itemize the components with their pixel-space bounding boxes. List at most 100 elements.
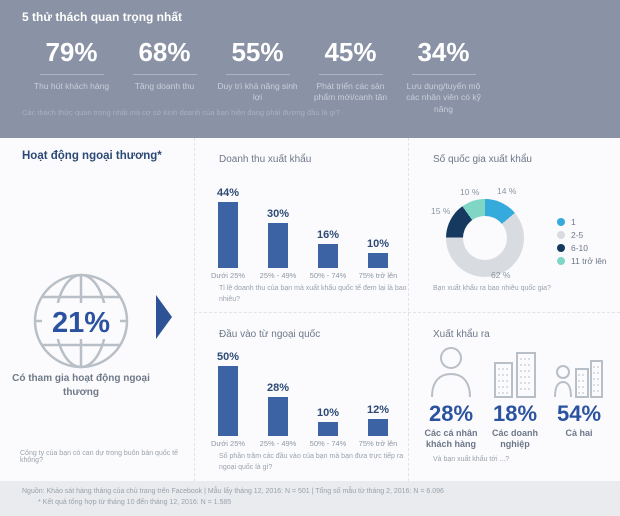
donut-segment-label: 15 %	[431, 206, 451, 216]
bar-column: 50%	[203, 351, 253, 436]
bar-value-label: 30%	[266, 208, 290, 220]
bar-column: 10%	[353, 238, 403, 268]
participation-value: 21%	[52, 307, 110, 339]
bar-chart-categories: Dưới 25% 25% - 49% 50% - 74% 75% trở lên	[203, 439, 403, 448]
stat-divider	[132, 73, 197, 75]
person-building-icon	[553, 345, 605, 399]
bar	[318, 422, 338, 436]
bar	[268, 397, 288, 436]
bar-column: 30%	[253, 208, 303, 268]
bar-category-label: 50% - 74%	[309, 439, 347, 448]
foreign-trade-section: Hoạt động ngoại thương* 21% Có tham gia …	[0, 138, 620, 481]
participation-caption: Công ty của bạn có can dự trong buôn bán…	[20, 450, 179, 464]
donut-legend: 1 2-5 6-10 11 trở lên	[557, 217, 607, 269]
legend-dot	[557, 257, 565, 265]
stat-divider	[225, 73, 290, 75]
export-revenue-chart: Doanh thu xuất khẩu 44% 30% 16% 10% Dưới 25…	[195, 138, 408, 312]
chart-title: Doanh thu xuất khẩu	[219, 154, 312, 165]
export-item-businesses: 18% Các doanh nghiệp	[483, 345, 547, 451]
legend-item: 1	[557, 217, 607, 227]
bar	[318, 244, 338, 268]
legend-label: 1	[571, 217, 576, 227]
chart-caption: Số phần trăm các đầu vào của bạn mà bạn …	[219, 453, 404, 471]
challenge-stat: 79% Thu hút khách hàng	[25, 38, 118, 115]
globe-icon: 21%	[26, 266, 136, 376]
stat-divider	[318, 73, 383, 75]
export-label: Các cá nhân khách hàng	[424, 428, 478, 450]
export-label: Cả hai	[565, 428, 593, 439]
challenge-stat-label: Duy trì khả năng sinh lợi	[217, 80, 298, 103]
legend-dot	[557, 218, 565, 226]
challenge-stat-label: Thu hút khách hàng	[33, 80, 110, 91]
bar-value-label: 12%	[366, 404, 390, 416]
bar-column: 12%	[353, 404, 403, 436]
bar-chart: 50% 28% 10% 12%	[203, 341, 403, 436]
legend-label: 11 trở lên	[571, 256, 607, 266]
source-footer: Nguồn: Khảo sát hàng tháng của chủ trang…	[0, 481, 620, 516]
participation-label: Có tham gia hoạt động ngoại thương	[12, 373, 150, 398]
bar-category-label: 75% trở lên	[358, 439, 398, 448]
chart-title: Đầu vào từ ngoại quốc	[219, 329, 321, 340]
bar-value-label: 10%	[316, 407, 340, 419]
bar-category-label: 25% - 49%	[259, 271, 297, 280]
export-value: 54%	[556, 401, 602, 426]
bar-column: 44%	[203, 187, 253, 268]
chart-caption: Tỉ lệ doanh thu của bạn mà xuất khẩu quố…	[219, 285, 407, 303]
challenge-stat: 45% Phát triển các sản phẩm mới/canh tân	[304, 38, 397, 115]
chart-title: Xuất khẩu ra	[433, 329, 490, 340]
export-value: 18%	[492, 401, 538, 426]
chart-caption: Bạn xuất khẩu ra bao nhiêu quốc gia?	[433, 285, 551, 292]
footer-line2: * Kết quả tổng hợp từ tháng 10 đến tháng…	[38, 498, 232, 506]
export-item-both: 54% Cả hai	[547, 345, 611, 451]
challenge-stat-value: 34%	[417, 37, 470, 67]
challenge-stat-value: 68%	[138, 37, 191, 67]
legend-label: 2-5	[571, 230, 584, 240]
export-item-consumers: 28% Các cá nhân khách hàng	[419, 345, 483, 451]
donut-segment-label: 10 %	[460, 187, 480, 197]
hero-title: 5 thử thách quan trọng nhất	[22, 10, 183, 24]
bar-category-label: Dưới 25%	[210, 271, 246, 280]
challenge-stat: 68% Tăng doanh thu	[118, 38, 211, 115]
bar-category-label: 75% trở lên	[358, 271, 398, 280]
bar-category-label: 50% - 74%	[309, 271, 347, 280]
bar	[368, 253, 388, 268]
challenge-stat-label: Tăng doanh thu	[134, 80, 195, 91]
legend-dot	[557, 244, 565, 252]
export-destinations: Xuất khẩu ra 28% Các cá nhân khách hàng	[409, 313, 620, 481]
legend-item: 11 trở lên	[557, 256, 607, 266]
export-value: 28%	[428, 401, 474, 426]
legend-label: 6-10	[571, 243, 589, 253]
legend-dot	[557, 231, 565, 239]
export-label: Các doanh nghiệp	[491, 428, 538, 450]
export-countries-chart: Số quốc gia xuất khẩu 14 % 62 % 15 % 10 % 1…	[409, 138, 620, 312]
bar	[268, 223, 288, 268]
donut-segment-label: 62 %	[491, 270, 511, 280]
section-title: Hoạt động ngoại thương*	[22, 150, 162, 162]
bar-value-label: 16%	[316, 229, 340, 241]
bar-category-label: 25% - 49%	[259, 439, 297, 448]
bar-column: 28%	[253, 382, 303, 436]
bar	[218, 366, 238, 436]
stat-divider	[411, 73, 476, 75]
bar-category-label: Dưới 25%	[210, 439, 246, 448]
bar-column: 10%	[303, 407, 353, 436]
challenge-stat: 34% Lưu dụng/tuyển mộ các nhân viên có kỹ…	[397, 38, 490, 115]
bar	[368, 419, 388, 436]
bar-value-label: 10%	[366, 238, 390, 250]
chart-title: Số quốc gia xuất khẩu	[433, 154, 532, 165]
bar-value-label: 28%	[266, 382, 290, 394]
buildings-icon	[492, 345, 538, 399]
challenge-stat: 55% Duy trì khả năng sinh lợi	[211, 38, 304, 115]
vertical-divider	[194, 138, 195, 481]
challenge-stat-value: 55%	[231, 37, 284, 67]
bar-chart: 44% 30% 16% 10%	[203, 174, 403, 268]
foreign-inputs-chart: Đầu vào từ ngoại quốc 50% 28% 10% 12% Dưới …	[195, 313, 408, 481]
donut-chart	[446, 199, 524, 277]
chart-caption: Và bạn xuất khẩu tới ...?	[433, 456, 510, 463]
donut-segment-label: 14 %	[497, 186, 517, 196]
bar	[218, 202, 238, 268]
legend-item: 2-5	[557, 230, 607, 240]
bar-value-label: 50%	[216, 351, 240, 363]
challenge-stat-label: Lưu dụng/tuyển mộ các nhân viên có kỹ nă…	[406, 80, 481, 114]
